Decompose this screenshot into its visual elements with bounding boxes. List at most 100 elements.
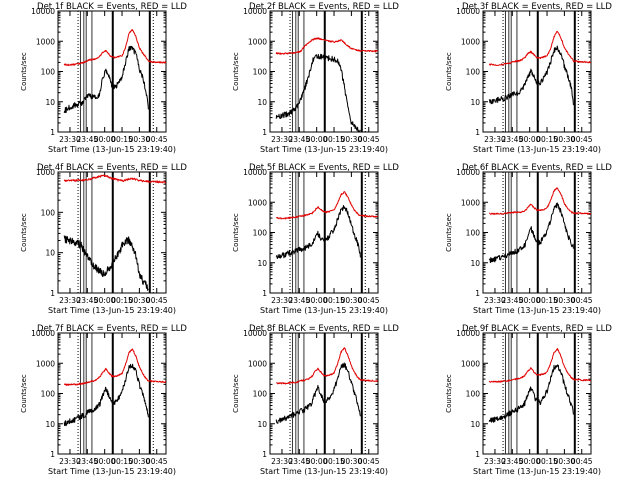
x-tick-label: 23:45 [77, 296, 99, 305]
x-tick-label: 00:30 [341, 135, 363, 144]
panel-title: Det 5f BLACK = Events, RED = LLD [249, 163, 399, 173]
x-axis-label: Start Time (13-Jun-15 23:19:40) [260, 306, 388, 315]
x-tick-label: 00:30 [341, 457, 363, 466]
x-tick-label: 00:00 [519, 135, 541, 144]
y-axis-label: Counts/sec [20, 374, 28, 413]
lld-series-line [275, 37, 379, 55]
x-tick-label: 00:15 [536, 457, 558, 466]
x-tick-label: 00:15 [111, 457, 133, 466]
y-tick-label: 10 [45, 420, 55, 429]
y-tick-label: 1000 [461, 198, 480, 207]
y-tick-label: 1 [475, 450, 480, 459]
y-tick-label: 100 [466, 390, 481, 399]
events-series-line [488, 45, 574, 106]
x-tick-label: 23:45 [502, 457, 524, 466]
y-tick-label: 100 [466, 229, 481, 238]
y-tick-label: 10000 [456, 329, 480, 338]
panel-5: Det 5f BLACK = Events, RED = LLD Counts/s… [232, 163, 399, 315]
lld-series-line [275, 347, 379, 385]
y-tick-label: 1 [262, 450, 267, 459]
y-tick-label: 10000 [31, 329, 55, 338]
y-axis-label: Counts/sec [232, 213, 240, 252]
x-tick-label: 00:15 [323, 457, 345, 466]
panel-3: Det 3f BLACK = Events, RED = LLD Counts/s… [445, 2, 612, 154]
events-series-line [63, 45, 149, 114]
lld-series-line [275, 191, 379, 220]
x-tick-label: 23:45 [289, 296, 311, 305]
y-tick-label: 1000 [36, 37, 55, 46]
x-tick-label: 23:30 [271, 457, 293, 466]
panel-title: Det 4f BLACK = Events, RED = LLD [37, 163, 187, 173]
y-axis-label: Counts/sec [232, 374, 240, 413]
x-tick-label: 00:30 [129, 296, 151, 305]
y-tick-label: 10 [45, 249, 55, 258]
panel-6: Det 6f BLACK = Events, RED = LLD Counts/s… [445, 163, 612, 315]
panel-title: Det 6f BLACK = Events, RED = LLD [462, 163, 612, 173]
x-axis-label: Start Time (13-Jun-15 23:19:40) [48, 467, 176, 476]
x-tick-label: 00:00 [306, 296, 328, 305]
x-tick-label: 00:45 [571, 135, 593, 144]
x-tick-label: 00:30 [554, 457, 576, 466]
panel-title: Det 9f BLACK = Events, RED = LLD [462, 324, 612, 334]
x-tick-label: 23:45 [289, 135, 311, 144]
panel-4: Det 4f BLACK = Events, RED = LLD Counts/s… [20, 163, 187, 315]
events-series-line [63, 363, 149, 427]
x-axis-label: Start Time (13-Jun-15 23:19:40) [473, 145, 601, 154]
x-tick-label: 00:00 [94, 457, 116, 466]
x-tick-label: 23:45 [289, 457, 311, 466]
y-axis-label: Counts/sec [445, 52, 453, 91]
lld-series-line [63, 28, 167, 66]
x-tick-label: 00:30 [129, 457, 151, 466]
y-tick-label: 10 [470, 420, 480, 429]
x-tick-label: 23:45 [502, 296, 524, 305]
y-tick-label: 1 [50, 128, 55, 137]
lld-series-line [488, 348, 592, 383]
x-tick-label: 00:30 [341, 296, 363, 305]
y-tick-label: 100 [253, 390, 268, 399]
x-tick-label: 00:00 [306, 457, 328, 466]
x-axis-label: Start Time (13-Jun-15 23:19:40) [473, 467, 601, 476]
panel-8: Det 8f BLACK = Events, RED = LLD Counts/s… [232, 324, 399, 476]
y-axis-label: Counts/sec [20, 213, 28, 252]
y-tick-label: 10000 [243, 329, 267, 338]
y-tick-label: 1000 [461, 37, 480, 46]
x-axis-label: Start Time (13-Jun-15 23:19:40) [260, 467, 388, 476]
x-tick-label: 00:00 [94, 296, 116, 305]
y-tick-label: 1 [50, 450, 55, 459]
y-tick-label: 10000 [31, 7, 55, 16]
x-tick-label: 00:15 [323, 135, 345, 144]
y-tick-label: 100 [41, 208, 56, 217]
y-tick-label: 100 [41, 390, 56, 399]
panel-9: Det 9f BLACK = Events, RED = LLD Counts/s… [445, 324, 612, 476]
x-tick-label: 00:00 [519, 457, 541, 466]
y-tick-label: 10000 [456, 168, 480, 177]
x-tick-label: 00:30 [129, 135, 151, 144]
x-tick-label: 23:30 [484, 135, 506, 144]
y-tick-label: 10 [470, 259, 480, 268]
x-tick-label: 23:45 [502, 135, 524, 144]
lld-series-line [488, 30, 592, 67]
x-tick-label: 23:45 [77, 135, 99, 144]
x-tick-label: 00:30 [554, 135, 576, 144]
y-tick-label: 100 [466, 68, 481, 77]
x-tick-label: 00:15 [111, 296, 133, 305]
y-tick-label: 10 [470, 98, 480, 107]
y-axis-label: Counts/sec [445, 213, 453, 252]
events-series-line [275, 362, 361, 424]
y-tick-label: 10000 [456, 7, 480, 16]
y-axis-label: Counts/sec [445, 374, 453, 413]
x-tick-label: 00:45 [358, 296, 380, 305]
lld-series-line [63, 348, 167, 386]
events-series-line [63, 235, 149, 291]
y-tick-label: 100 [253, 68, 268, 77]
x-tick-label: 23:30 [59, 296, 81, 305]
panel-2: Det 2f BLACK = Events, RED = LLD Counts/s… [232, 2, 399, 154]
x-tick-label: 23:30 [59, 457, 81, 466]
x-tick-label: 00:00 [94, 135, 116, 144]
x-tick-label: 23:30 [484, 457, 506, 466]
y-tick-label: 10000 [243, 7, 267, 16]
events-series-line [275, 53, 361, 133]
y-tick-label: 10 [257, 420, 267, 429]
events-series-line [488, 202, 574, 264]
events-series-line [275, 205, 361, 259]
